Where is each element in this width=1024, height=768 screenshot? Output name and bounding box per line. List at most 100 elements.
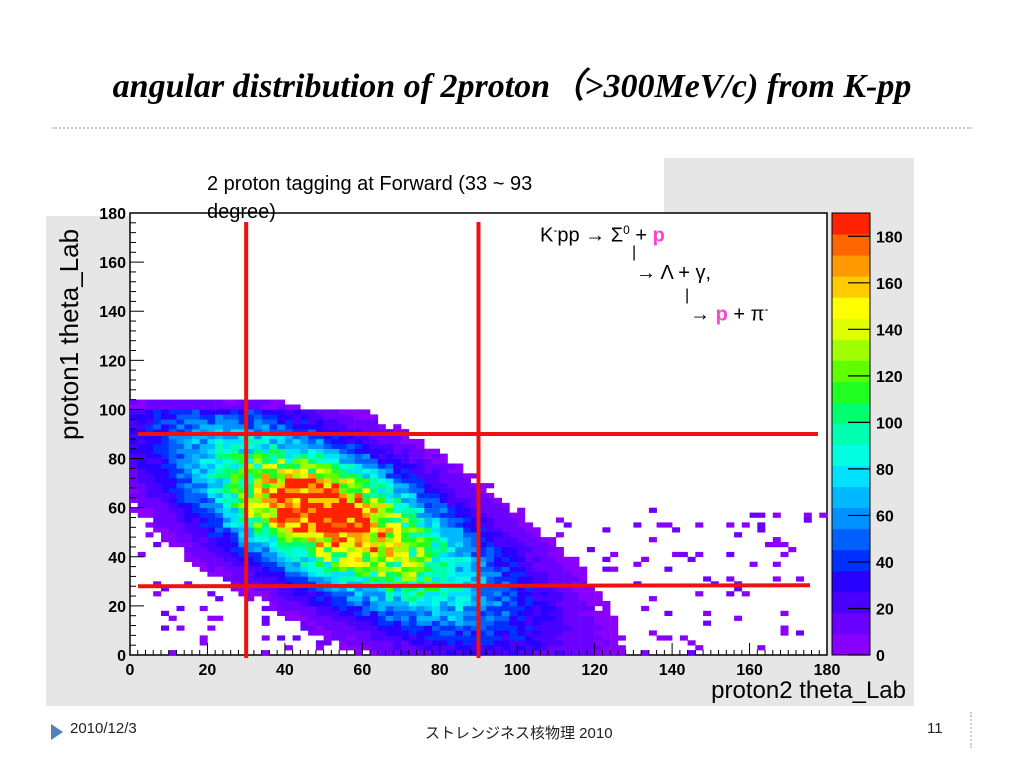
histogram-cell (238, 551, 247, 558)
histogram-cell (292, 497, 301, 503)
histogram-cell (246, 596, 255, 602)
histogram-cell (385, 551, 394, 558)
histogram-cell (385, 512, 394, 518)
histogram-cell (385, 497, 394, 503)
histogram-cell (455, 571, 464, 577)
histogram-cell (455, 630, 464, 636)
histogram-cell (517, 532, 526, 538)
histogram-cell (315, 438, 324, 445)
histogram-cell (370, 635, 379, 641)
histogram-cell (230, 443, 239, 449)
slide-title: angular distribution of 2proton（>300MeV/… (112, 68, 912, 105)
histogram-cell (161, 453, 169, 459)
histogram-cell (153, 434, 162, 440)
histogram-cell (494, 571, 502, 577)
histogram-cell (315, 453, 324, 459)
histogram-cell (137, 399, 146, 405)
histogram-cell (300, 527, 309, 533)
histogram-cell (478, 532, 487, 538)
histogram-cell (610, 630, 619, 636)
histogram-cell (377, 542, 386, 548)
histogram-cell (346, 630, 355, 636)
histogram-cell (222, 492, 231, 499)
histogram-cell (153, 492, 162, 499)
histogram-cell (261, 507, 270, 513)
histogram-cell (323, 547, 332, 553)
histogram-cell (780, 542, 789, 548)
histogram-cell (424, 566, 433, 572)
histogram-cell (408, 492, 417, 499)
histogram-cell (331, 615, 340, 621)
histogram-cell (354, 434, 363, 440)
histogram-cell (401, 507, 410, 513)
histogram-cell (447, 497, 456, 503)
histogram-cell (617, 635, 626, 641)
histogram-cell (432, 610, 440, 616)
histogram-cell (300, 473, 309, 479)
histogram-cell (408, 448, 417, 454)
histogram-cell (222, 448, 231, 454)
histogram-cell (246, 434, 255, 440)
histogram-cell (207, 502, 216, 508)
histogram-cell (184, 512, 193, 518)
histogram-cell (517, 630, 526, 636)
histogram-cell (339, 610, 348, 616)
histogram-cell (315, 542, 324, 548)
histogram-cell (401, 635, 410, 641)
histogram-cell (354, 492, 363, 499)
histogram-cell (284, 424, 293, 430)
histogram-cell (207, 512, 216, 518)
histogram-cell (385, 517, 394, 523)
histogram-cell (401, 463, 410, 469)
histogram-cell (315, 556, 324, 562)
histogram-cell (168, 478, 177, 484)
histogram-cell (300, 566, 309, 572)
histogram-cell (385, 650, 394, 656)
histogram-cell (292, 424, 301, 430)
histogram-cell (602, 615, 611, 621)
histogram-cell (525, 605, 533, 612)
reaction-line3-bar: | (685, 287, 690, 304)
histogram-cell (416, 645, 425, 651)
histogram-cell (401, 434, 410, 440)
histogram-cell (161, 625, 169, 631)
histogram-cell (393, 473, 402, 479)
histogram-cell (269, 581, 278, 587)
histogram-cell (292, 434, 301, 440)
histogram-cell (424, 620, 433, 626)
histogram-cell (230, 453, 239, 459)
histogram-cell (478, 527, 487, 533)
histogram-cell (525, 527, 533, 533)
histogram-cell (253, 517, 262, 523)
histogram-cell (532, 571, 541, 577)
histogram-cell (571, 645, 580, 651)
histogram-cell (292, 409, 301, 415)
histogram-cell (207, 419, 216, 425)
histogram-cell (168, 542, 177, 548)
histogram-cell (370, 517, 379, 523)
x-tick-label: 140 (659, 662, 686, 679)
histogram-cell (292, 473, 301, 479)
histogram-cell (408, 620, 417, 626)
histogram-cell (253, 483, 262, 489)
histogram-cell (555, 650, 564, 656)
histogram-cell (222, 507, 231, 513)
histogram-cell (137, 463, 146, 469)
histogram-cell (416, 438, 425, 445)
histogram-cell (370, 596, 379, 602)
histogram-cell (470, 497, 479, 503)
histogram-cell (757, 512, 766, 518)
histogram-cell (494, 517, 502, 523)
histogram-cell (416, 507, 425, 513)
histogram-cell (246, 537, 255, 543)
histogram-cell (292, 601, 301, 607)
histogram-cell (215, 414, 224, 420)
histogram-cell (354, 419, 363, 425)
histogram-cell (455, 542, 464, 548)
histogram-cell (447, 650, 456, 656)
histogram-cell (284, 551, 293, 558)
histogram-cell (408, 468, 417, 474)
histogram-cell (184, 453, 193, 459)
histogram-cell (199, 532, 208, 538)
